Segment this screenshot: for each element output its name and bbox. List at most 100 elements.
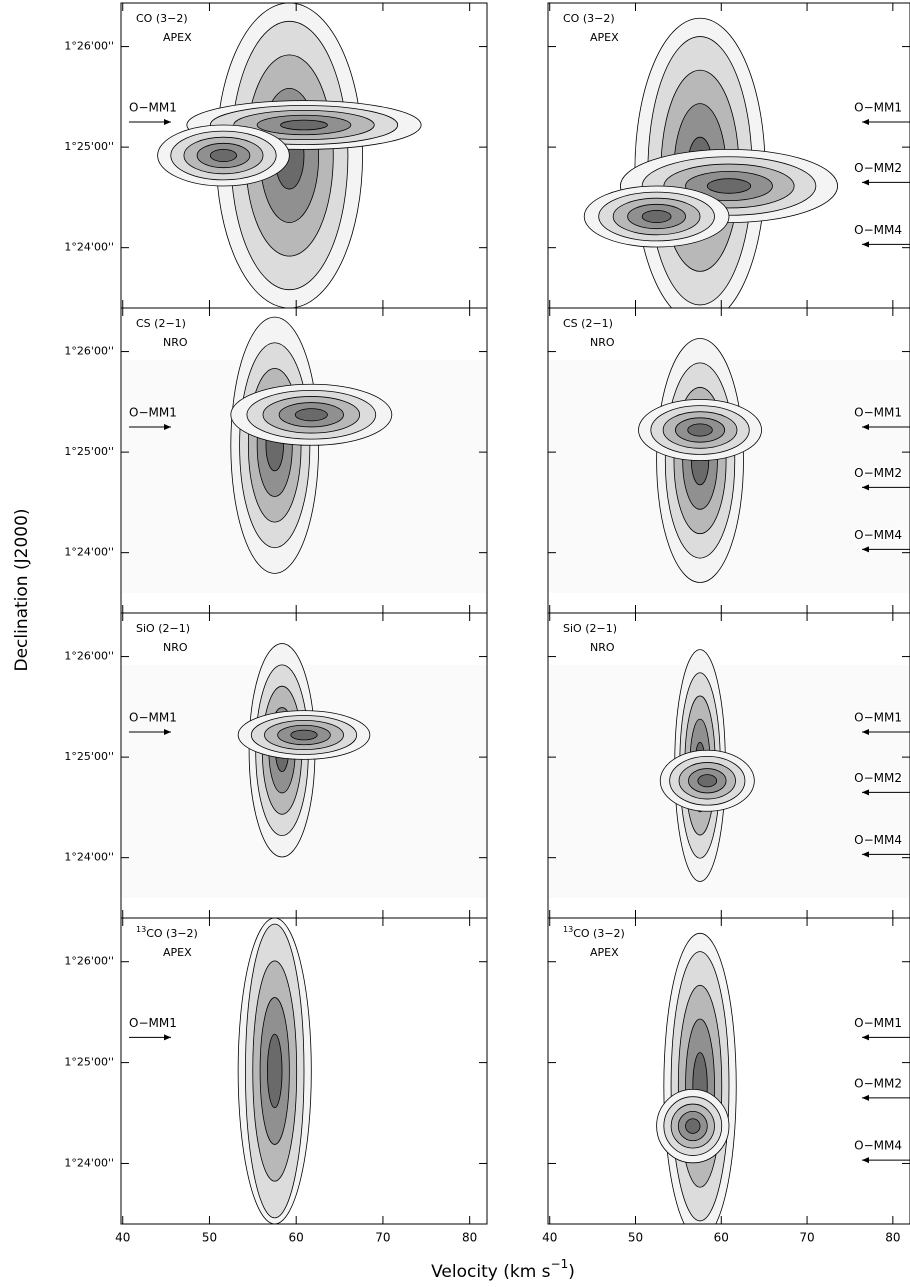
x-label-sup: −1 [551, 1257, 569, 1271]
y-tick-label: 1°24'00'' [64, 546, 114, 559]
source-label: O−MM2 [854, 161, 902, 175]
telescope-label: NRO [163, 641, 188, 654]
source-label: O−MM1 [129, 710, 177, 724]
arrow-head [862, 546, 869, 553]
x-label-end: ) [568, 1262, 575, 1282]
isotope: 13 [136, 925, 146, 934]
species: SiO (2−1) [563, 622, 617, 635]
source-label: O−MM1 [129, 405, 177, 419]
line-label: CS (2−1) [563, 317, 613, 330]
x-tick-label: 40 [542, 1231, 557, 1245]
arrow-head [862, 1034, 869, 1041]
panel-border [120, 917, 488, 1225]
arrow-head [164, 1034, 171, 1041]
source-label: O−MM1 [854, 1016, 902, 1030]
y-tick-label: 1°24'00'' [64, 241, 114, 254]
arrow-head [862, 728, 869, 735]
y-axis-label: Declination (J2000) [12, 508, 32, 671]
telescope-label: NRO [590, 641, 615, 654]
line-label: 13CO (3−2) [136, 925, 198, 941]
y-tick-label: 1°25'00'' [64, 140, 114, 153]
panel [547, 917, 910, 1225]
x-tick-label: 70 [375, 1231, 390, 1245]
telescope-label: NRO [590, 336, 615, 349]
contour [290, 729, 318, 741]
contour [266, 1033, 283, 1109]
source-label: O−MM2 [854, 771, 902, 785]
arrow-head [862, 241, 869, 248]
y-tick-label: 1°26'00'' [64, 40, 114, 53]
line-label: 13CO (3−2) [563, 925, 625, 941]
y-tick-label: 1°24'00'' [64, 851, 114, 864]
contour [209, 148, 238, 162]
species: CO (3−2) [136, 12, 188, 25]
species: SiO (2−1) [136, 622, 190, 635]
y-tick-label: 1°25'00'' [64, 750, 114, 763]
line-label: SiO (2−1) [563, 622, 617, 635]
species: CO (3−2) [573, 927, 625, 940]
x-axis-label: Velocity (km s−1) [431, 1257, 575, 1283]
panel [547, 307, 910, 614]
source-label: O−MM4 [854, 1139, 902, 1153]
panel [547, 612, 910, 919]
source-label: O−MM2 [854, 466, 902, 480]
y-tick-label: 1°26'00'' [64, 345, 114, 358]
line-label: SiO (2−1) [136, 622, 190, 635]
arrow-head [862, 423, 869, 430]
contour [687, 423, 713, 437]
telescope-label: APEX [590, 946, 619, 959]
contour [685, 1118, 701, 1134]
arrow-head [164, 423, 171, 430]
arrow-head [862, 851, 869, 858]
source-label: O−MM1 [129, 100, 177, 114]
telescope-label: APEX [163, 946, 192, 959]
contour [706, 178, 752, 194]
panel [547, 2, 910, 309]
isotope: 13 [563, 925, 573, 934]
x-tick-label: 50 [202, 1231, 217, 1245]
source-label: O−MM1 [854, 100, 902, 114]
source-label: O−MM4 [854, 833, 902, 847]
species: CS (2−1) [136, 317, 186, 330]
panel [120, 917, 488, 1225]
species: CO (3−2) [563, 12, 615, 25]
source-label: O−MM1 [129, 1016, 177, 1030]
y-tick-label: 1°24'00'' [64, 1156, 114, 1169]
telescope-label: APEX [163, 31, 192, 44]
arrow-head [862, 1094, 869, 1101]
arrow-head [862, 789, 869, 796]
source-label: O−MM2 [854, 1076, 902, 1090]
y-tick-label: 1°26'00'' [64, 650, 114, 663]
y-tick-label: 1°25'00'' [64, 445, 114, 458]
arrow-head [164, 728, 171, 735]
x-label-text: Velocity (km s [431, 1262, 551, 1282]
x-tick-label: 50 [628, 1231, 643, 1245]
x-tick-label: 70 [799, 1231, 814, 1245]
y-tick-label: 1°26'00'' [64, 955, 114, 968]
x-tick-label: 80 [462, 1231, 477, 1245]
arrow-head [862, 484, 869, 491]
contour [294, 408, 328, 422]
line-label: CS (2−1) [136, 317, 186, 330]
x-tick-label: 40 [115, 1231, 130, 1245]
arrow-head [862, 1157, 869, 1164]
source-label: O−MM4 [854, 528, 902, 542]
x-tick-label: 60 [289, 1231, 304, 1245]
species: CS (2−1) [563, 317, 613, 330]
panel [120, 307, 488, 614]
telescope-label: NRO [163, 336, 188, 349]
panel-border [547, 917, 910, 1225]
contour [697, 774, 718, 788]
source-label: O−MM1 [854, 405, 902, 419]
panel [120, 2, 488, 309]
source-label: O−MM1 [854, 710, 902, 724]
source-label: O−MM4 [854, 223, 902, 237]
contour [280, 119, 328, 131]
arrow-head [862, 179, 869, 186]
y-tick-label: 1°25'00'' [64, 1056, 114, 1069]
panel [120, 612, 488, 919]
species: CO (3−2) [146, 927, 198, 940]
line-label: CO (3−2) [136, 12, 188, 25]
telescope-label: APEX [590, 31, 619, 44]
